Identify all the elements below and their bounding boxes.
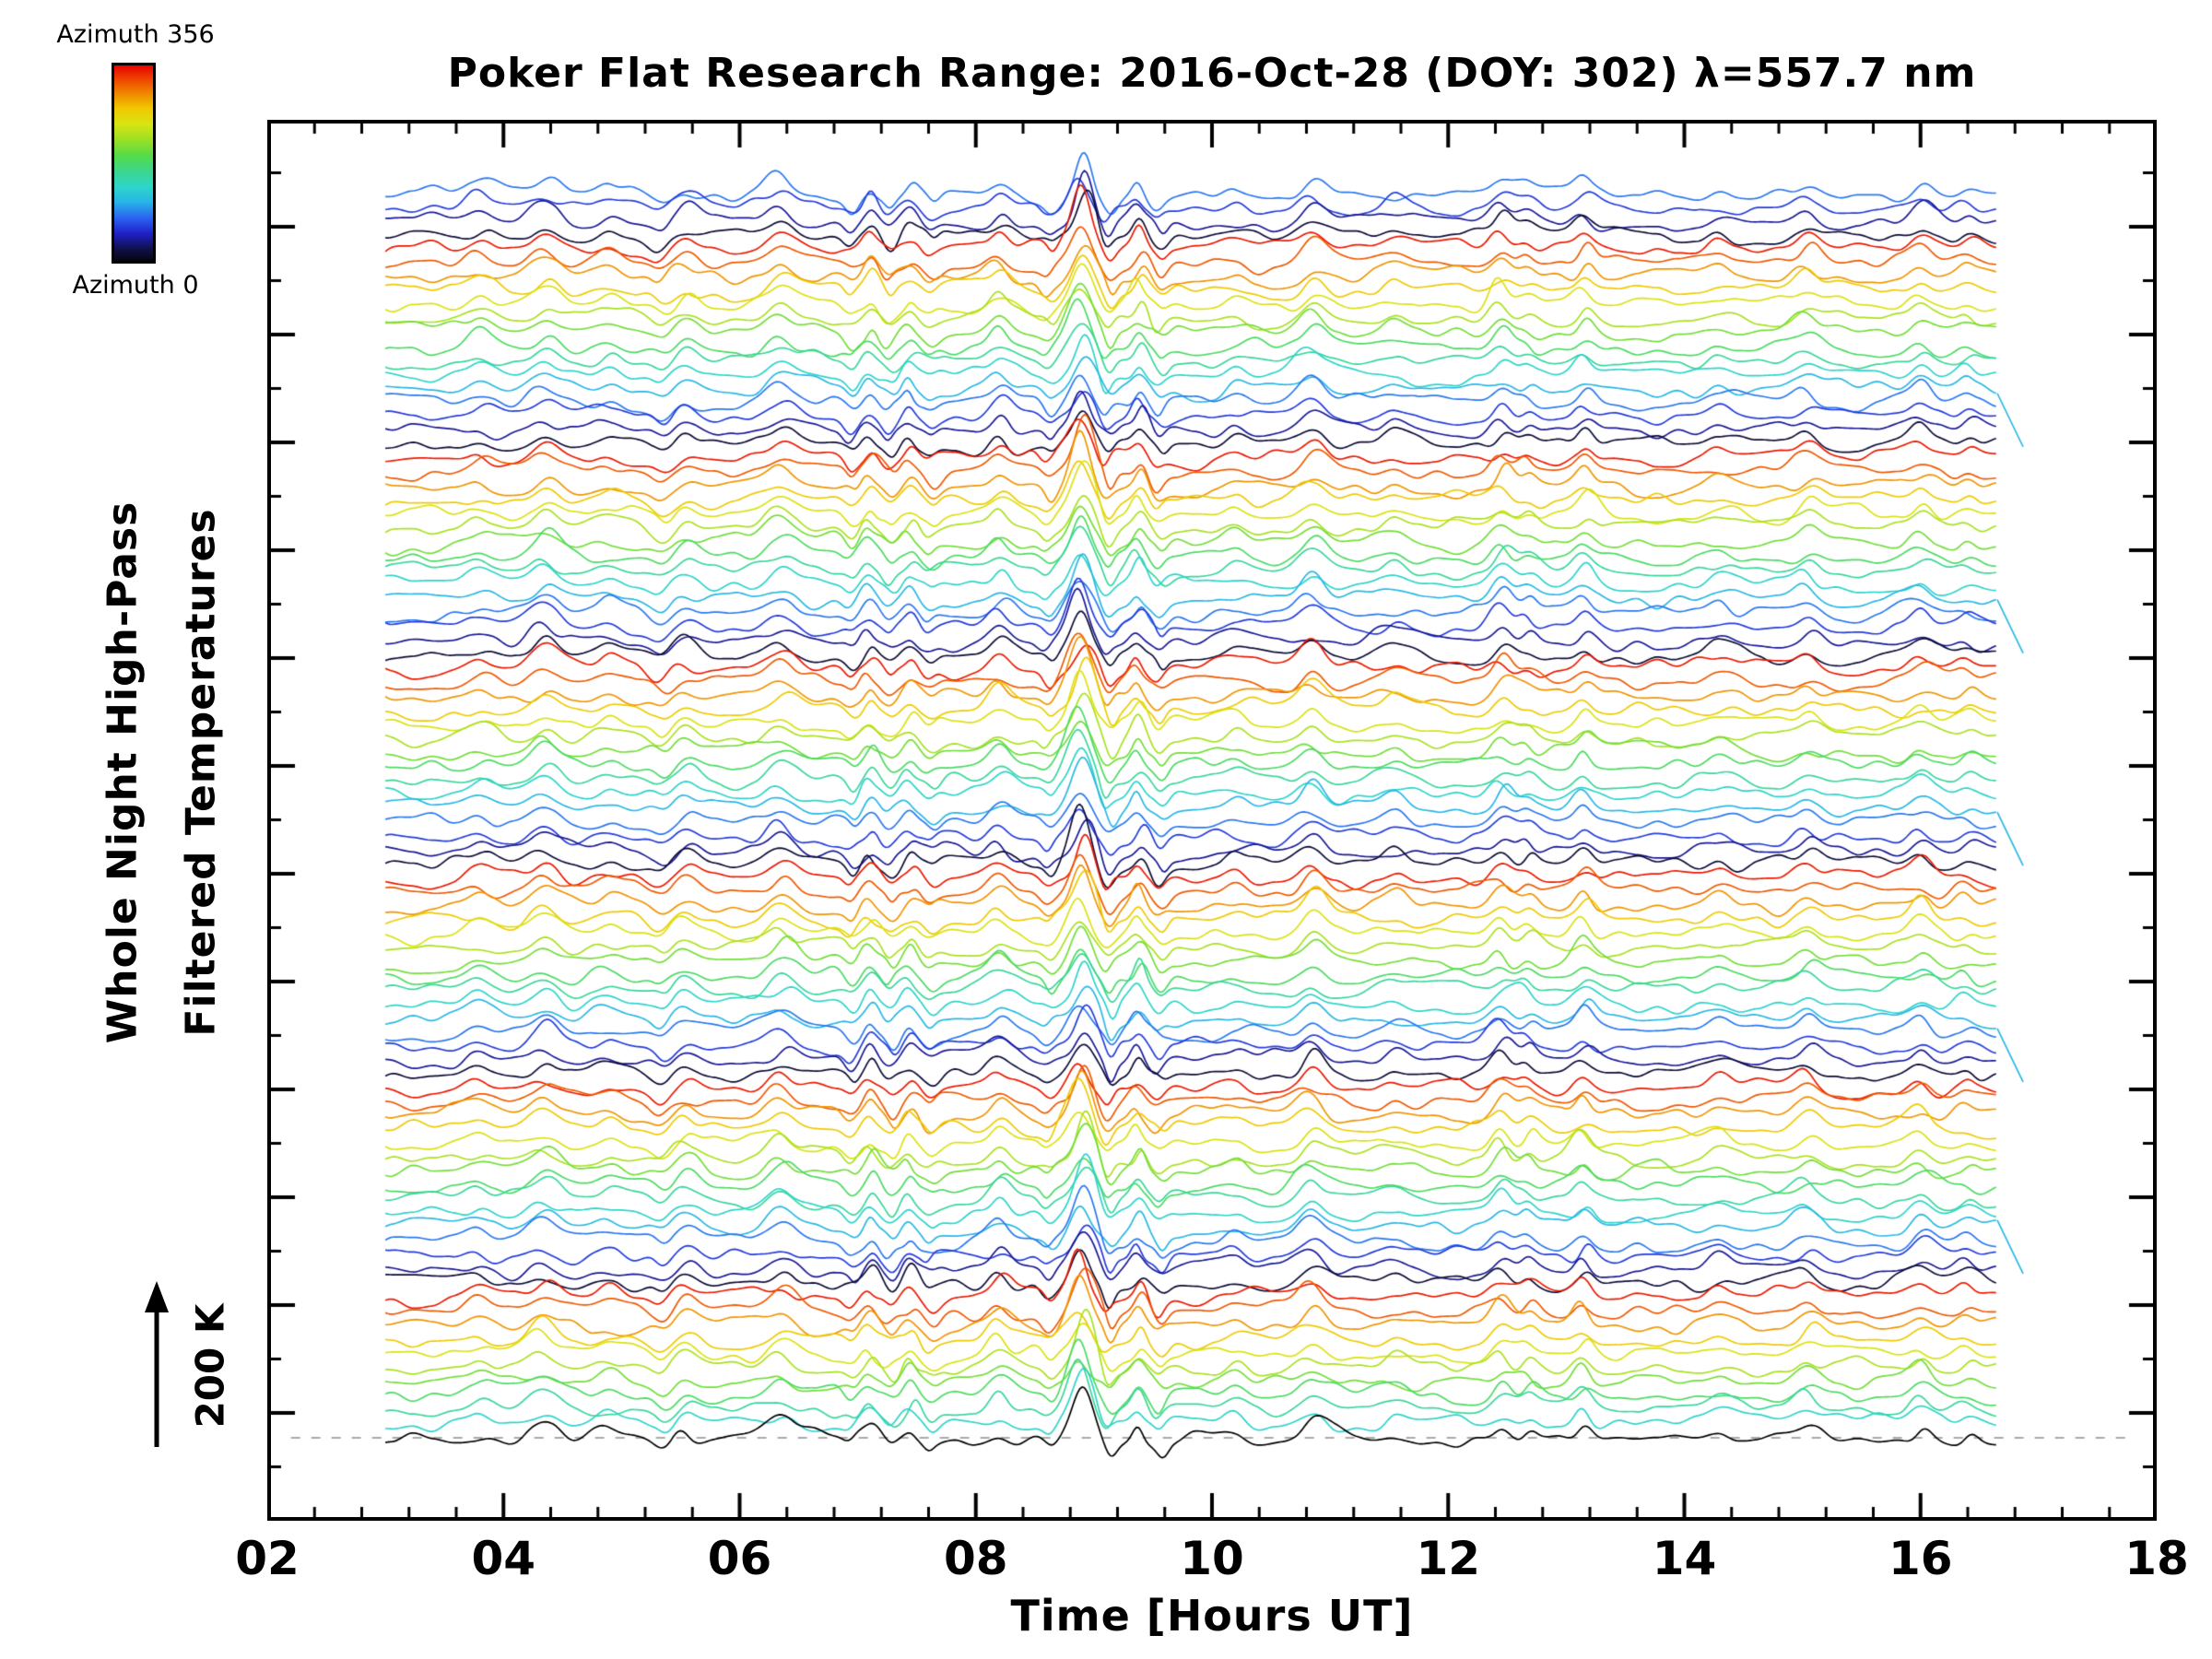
scale-arrow-icon [145,1281,169,1447]
x-tick-label: 02 [235,1532,300,1585]
y-axis-label-line2: Filtered Temperatures [177,508,225,1037]
x-tick-label: 08 [943,1532,1008,1585]
x-tick-label: 04 [471,1532,536,1585]
scale-arrow-label: 200 K [187,1303,233,1429]
x-axis-label: Time [Hours UT] [1010,1591,1414,1641]
x-tick-label: 06 [707,1532,772,1585]
azimuth-colorbar [112,63,156,264]
x-tick-label: 14 [1652,1532,1717,1585]
x-tick-label: 18 [2124,1532,2189,1585]
y-axis-label-line1: Whole Night High-Pass [99,500,147,1044]
chart-title: Poker Flat Research Range: 2016-Oct-28 (… [447,50,1977,97]
colorbar-top-label: Azimuth 356 [56,20,215,49]
x-tick-label: 16 [1888,1532,1953,1585]
x-tick-label: 12 [1416,1532,1481,1585]
x-tick-label: 10 [1180,1532,1244,1585]
waterfall-plot-canvas [267,120,2157,1521]
colorbar-bottom-label: Azimuth 0 [72,271,199,300]
